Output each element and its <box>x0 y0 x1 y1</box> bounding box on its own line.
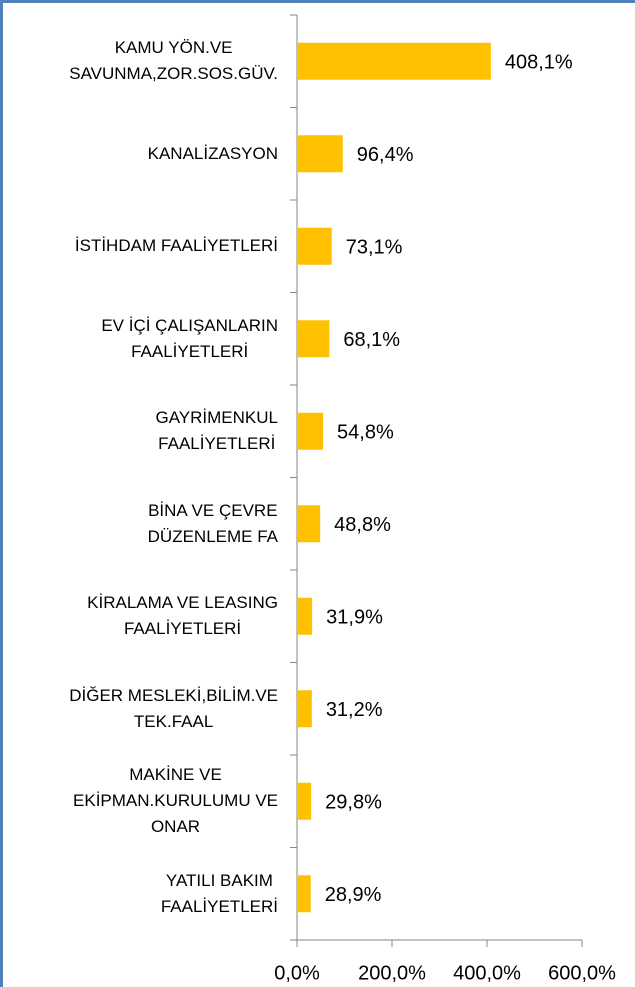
category-label: BİNA VE ÇEVRE DÜZENLEME FA <box>147 500 278 546</box>
value-label: 54,8% <box>337 422 394 444</box>
bar <box>297 412 324 450</box>
category-label: DİĞER MESLEKİ,BİLİM.VE TEK.FAAL <box>69 685 278 731</box>
value-label: 73,1% <box>346 237 403 259</box>
value-label: 29,8% <box>325 792 382 814</box>
plot: 0,0% 200,0% 400,0% 600,0% 408,1% 96,4% 73,1% 68… <box>274 14 616 984</box>
value-label: 31,9% <box>326 607 383 629</box>
bar <box>297 227 332 265</box>
x-tick-label: 600,0% <box>548 962 616 984</box>
category-label: KAMU YÖN.VE SAVUNMA,ZOR.SOS.GÜV. <box>69 38 278 84</box>
value-label: 31,2% <box>326 699 383 721</box>
bar <box>297 782 312 820</box>
category-label: YATILI BAKIM FAALİYETLERİ <box>160 870 278 916</box>
bar <box>297 505 321 543</box>
value-label: 48,8% <box>334 514 391 536</box>
bar <box>297 42 491 80</box>
value-label: 68,1% <box>343 329 400 351</box>
category-label: MAKİNE VE EKİPMAN.KURULUMU VE ONAR <box>73 765 278 837</box>
x-tick-label: 400,0% <box>453 962 521 984</box>
bar <box>297 135 343 173</box>
category-label: İSTİHDAM FAALİYETLERİ <box>74 236 278 256</box>
x-tick-label: 0,0% <box>274 962 320 984</box>
bar <box>297 320 330 358</box>
x-tick-label: 200,0% <box>358 962 426 984</box>
value-label: 28,9% <box>325 884 382 906</box>
category-label: EV İÇİ ÇALIŞANLARIN FAALİYETLERİ <box>101 315 278 361</box>
value-label: 96,4% <box>357 144 414 166</box>
bar <box>297 597 313 635</box>
bar <box>297 875 311 913</box>
bar <box>297 690 312 728</box>
value-label: 408,1% <box>505 52 573 74</box>
category-label: KANALİZASYON <box>147 143 278 163</box>
category-label: GAYRİMENKUL FAALİYETLERİ <box>155 408 279 454</box>
category-label: KİRALAMA VE LEASING FAALİYETLERİ <box>87 593 278 639</box>
